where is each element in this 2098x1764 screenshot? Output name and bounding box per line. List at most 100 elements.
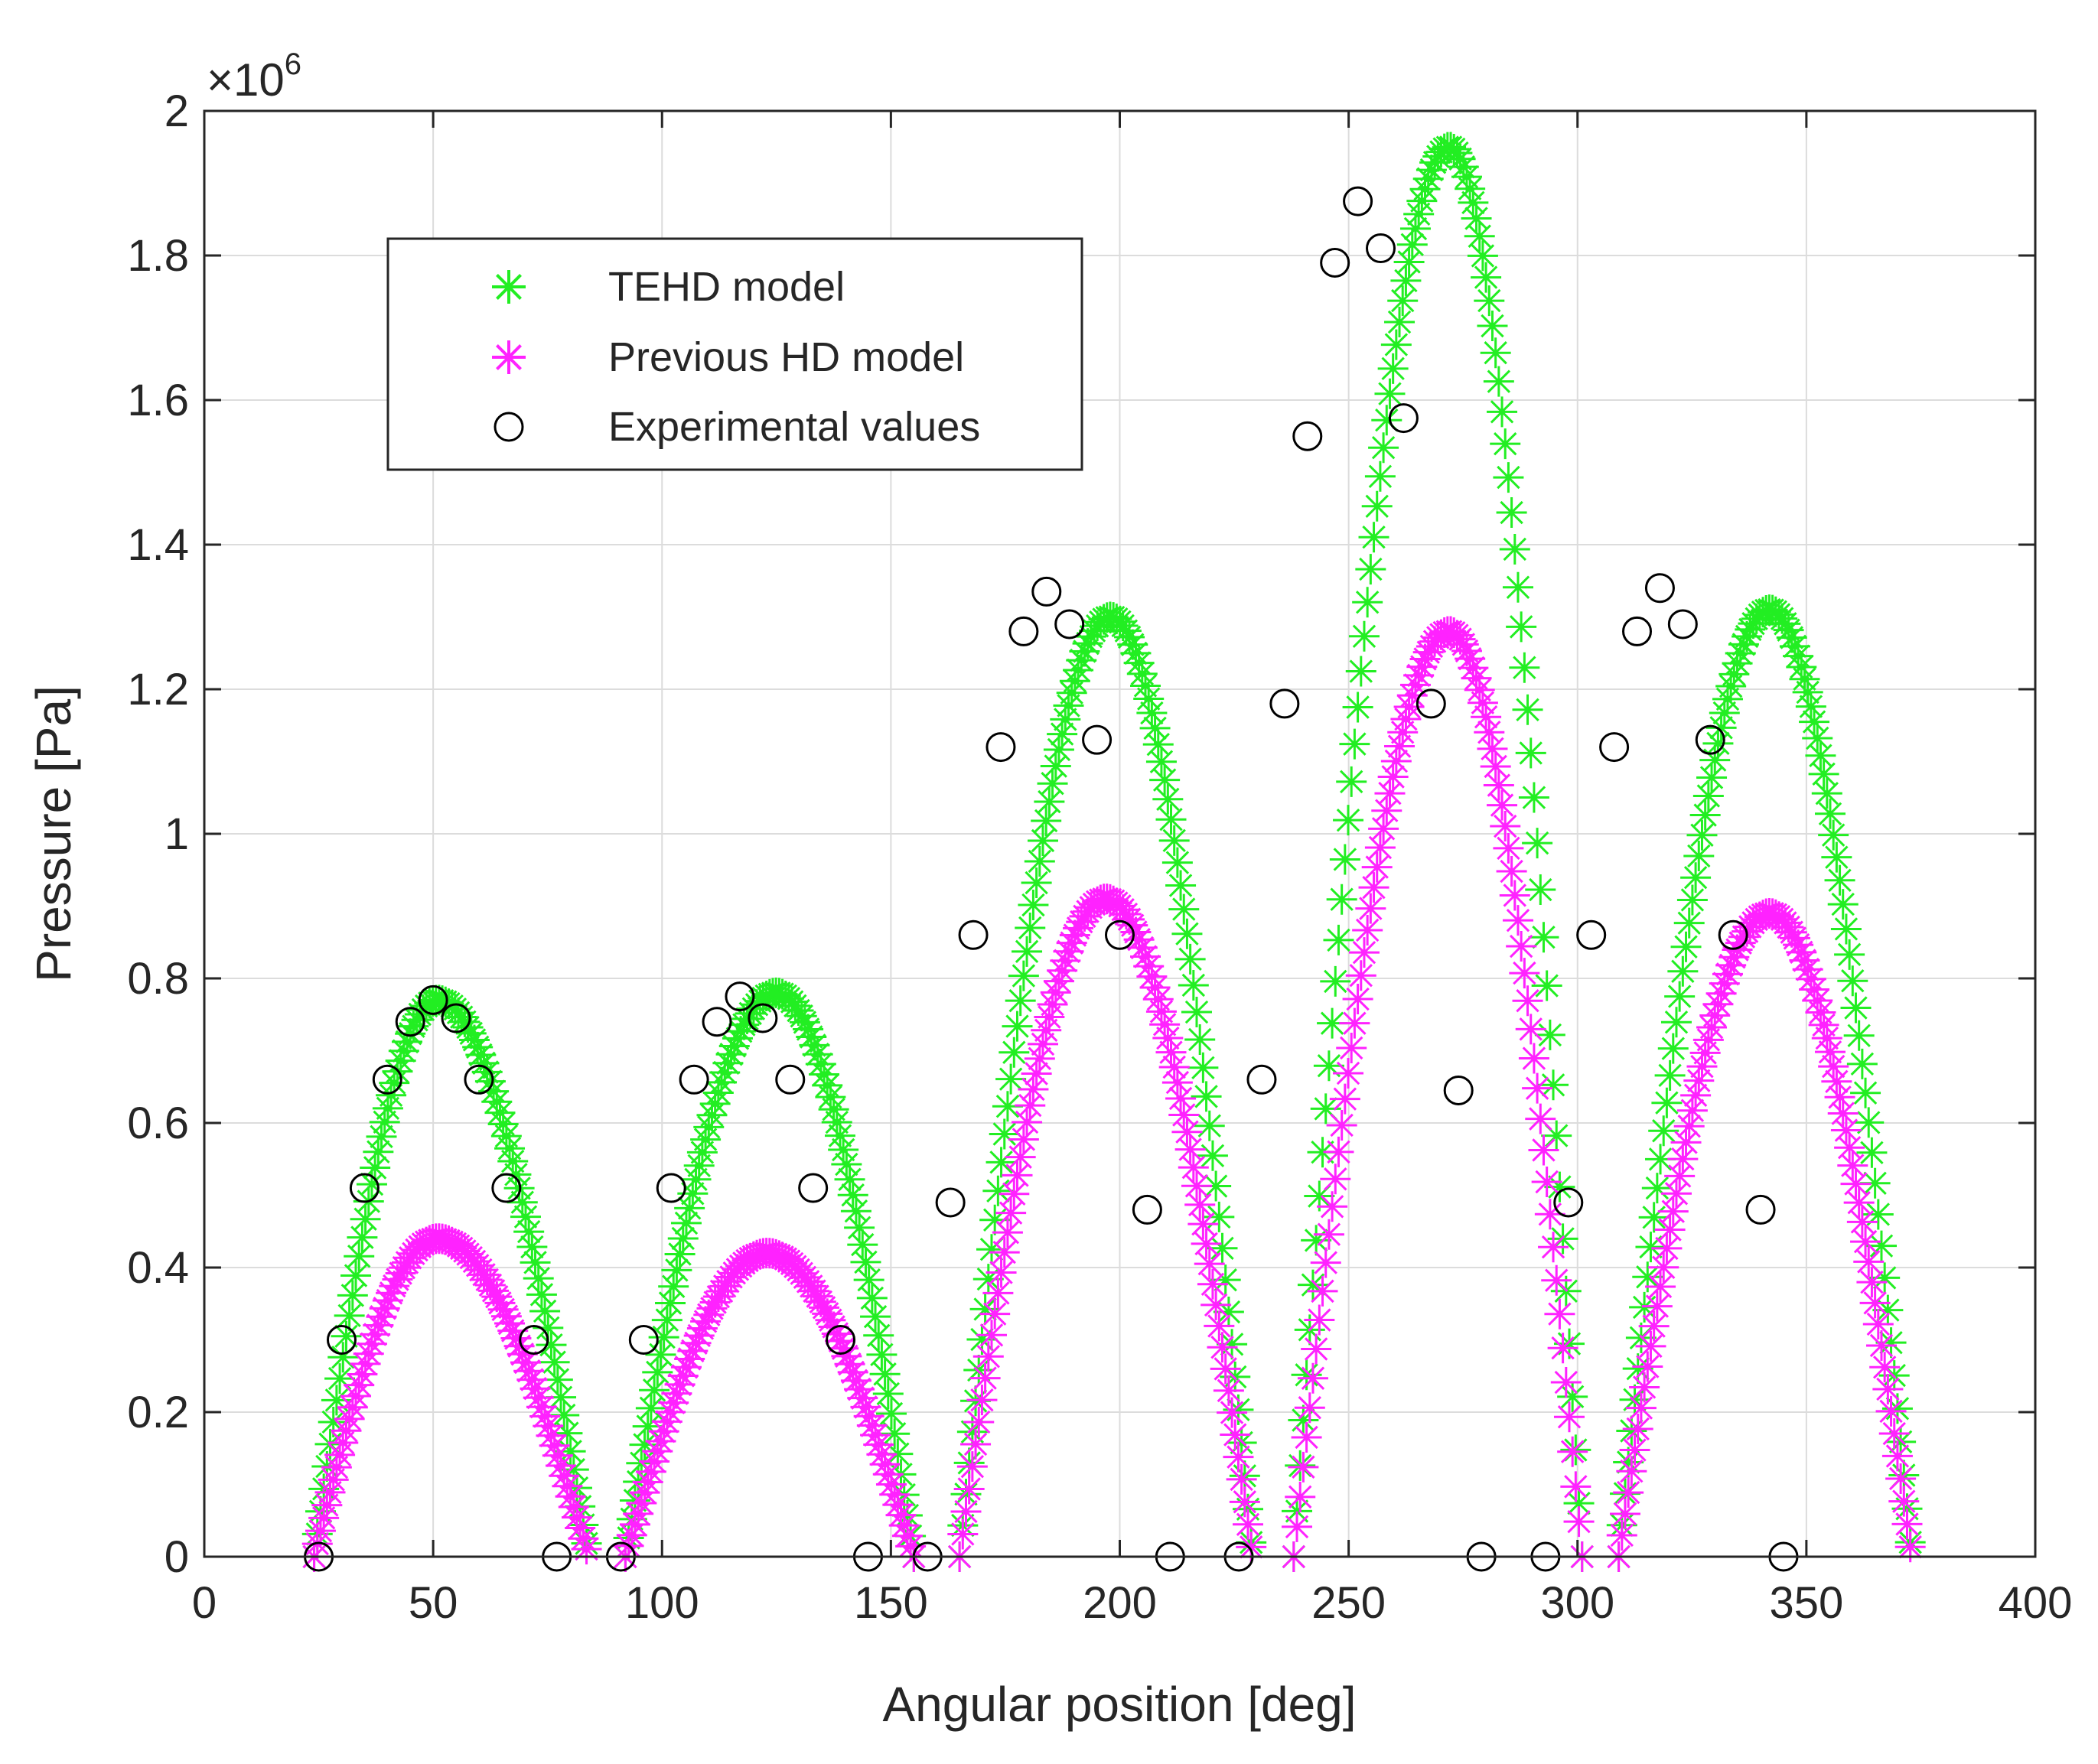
asterisk-point (1236, 1531, 1267, 1563)
asterisk-point (500, 1159, 532, 1190)
asterisk-point (632, 1411, 663, 1442)
experimental-point (935, 1187, 966, 1218)
asterisk-point (379, 1271, 410, 1302)
asterisk-point (1317, 1007, 1348, 1039)
asterisk-point (1506, 931, 1537, 962)
asterisk-point (401, 1004, 432, 1036)
asterisk-point (1632, 1351, 1663, 1382)
experimental-point (798, 1173, 829, 1203)
y-tick-label: 0.6 (127, 1098, 189, 1148)
asterisk-point (1538, 1069, 1569, 1101)
asterisk-point (1220, 1419, 1251, 1450)
asterisk-point (690, 1124, 722, 1155)
asterisk-point (1657, 1033, 1689, 1064)
asterisk-point (1699, 1000, 1731, 1031)
asterisk-point (1358, 522, 1389, 553)
asterisk-point (484, 1287, 516, 1319)
asterisk-point (629, 1477, 660, 1509)
asterisk-point (314, 1476, 346, 1508)
asterisk-point (982, 1175, 1014, 1206)
asterisk-point (1194, 1248, 1225, 1280)
asterisk-point (1635, 1330, 1666, 1362)
asterisk-point (1409, 174, 1441, 205)
asterisk-point (799, 1275, 830, 1307)
y-tick-label: 1 (165, 809, 189, 859)
asterisk-point (347, 1359, 378, 1390)
asterisk-point (1689, 1037, 1721, 1069)
asterisk-point (1544, 1171, 1575, 1203)
asterisk-point (1226, 1463, 1257, 1495)
asterisk-point (648, 1322, 679, 1353)
asterisk-point (552, 1470, 583, 1502)
asterisk-point (1830, 1115, 1862, 1146)
asterisk-point (363, 1136, 394, 1167)
asterisk-point (1613, 1447, 1644, 1478)
asterisk-point (982, 1277, 1014, 1309)
asterisk-point (1117, 910, 1148, 941)
asterisk-point (866, 1339, 898, 1370)
asterisk-point (1792, 676, 1823, 708)
asterisk-point (809, 1059, 840, 1090)
experimental-point (1082, 724, 1113, 755)
asterisk-point (664, 1369, 696, 1400)
asterisk-point (882, 1489, 914, 1521)
asterisk-point (1333, 1057, 1364, 1089)
asterisk-point (500, 1323, 532, 1354)
asterisk-point (1632, 1261, 1663, 1293)
asterisk-point (1012, 1106, 1043, 1137)
asterisk-point (1130, 941, 1161, 972)
asterisk-point (1301, 1225, 1332, 1256)
asterisk-point (1645, 1144, 1676, 1175)
asterisk-point (1034, 786, 1065, 818)
asterisk-point (1859, 1287, 1891, 1319)
asterisk-point (731, 1003, 763, 1034)
asterisk-point (1496, 856, 1527, 887)
asterisk-point (1553, 1401, 1585, 1433)
asterisk-point (510, 1201, 541, 1232)
asterisk-point (1872, 1294, 1904, 1326)
asterisk-point (1461, 203, 1492, 234)
experimental-point (1599, 732, 1630, 763)
asterisk-point (536, 1420, 567, 1451)
asterisk-point (677, 1335, 709, 1366)
asterisk-point (1805, 740, 1836, 771)
asterisk-point (1368, 432, 1399, 464)
experimental-point (628, 1325, 659, 1355)
asterisk-point (1018, 1073, 1049, 1105)
asterisk-point (1152, 1023, 1184, 1054)
asterisk-point (1891, 1493, 1923, 1525)
asterisk-point (821, 1107, 852, 1138)
asterisk-point (1805, 997, 1836, 1028)
asterisk-point (1371, 405, 1402, 436)
asterisk-point (1875, 1395, 1907, 1427)
asterisk-point (1012, 936, 1043, 967)
asterisk-point (1502, 905, 1533, 936)
asterisk-point (1384, 731, 1415, 762)
asterisk-point (1056, 927, 1087, 958)
asterisk-point (1053, 690, 1084, 721)
asterisk-point (1799, 706, 1830, 737)
asterisk-point (1184, 1189, 1216, 1220)
axis-ticks: 0 50 100 150 200 250 300 350 400 0 0.2 0.4 0.6 0.8 1 1.… (127, 86, 2072, 1628)
asterisk-point (995, 1197, 1027, 1229)
asterisk-point (1361, 851, 1393, 883)
asterisk-point (1718, 942, 1750, 973)
asterisk-point (1320, 965, 1351, 997)
asterisk-point (1063, 654, 1094, 685)
asterisk-point (372, 1092, 403, 1124)
asterisk-point (1200, 1170, 1232, 1202)
asterisk-point (860, 1301, 891, 1333)
asterisk-point (1313, 1219, 1344, 1250)
asterisk-point (1464, 220, 1495, 252)
asterisk-point (1005, 985, 1036, 1017)
asterisk-point (392, 1026, 423, 1057)
asterisk-point (812, 1298, 843, 1330)
asterisk-point (1336, 1032, 1367, 1063)
asterisk-point (1725, 927, 1756, 958)
asterisk-point (1830, 913, 1862, 945)
asterisk-point (1158, 1051, 1190, 1082)
asterisk-point (837, 1180, 868, 1211)
asterisk-point (1110, 899, 1142, 930)
asterisk-point (1776, 622, 1807, 653)
asterisk-point (1458, 187, 1489, 218)
